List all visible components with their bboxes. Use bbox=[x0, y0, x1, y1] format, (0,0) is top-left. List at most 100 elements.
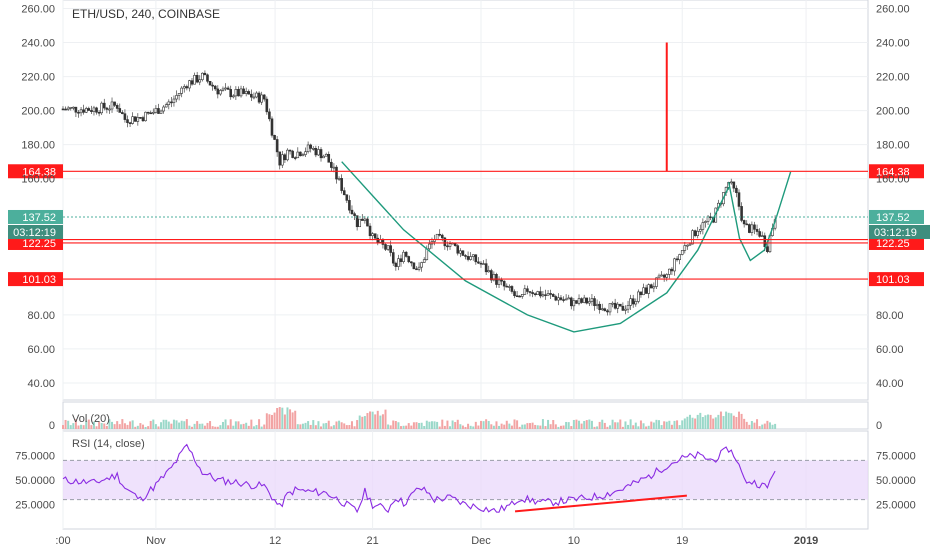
x-tick-label: 2019 bbox=[794, 535, 818, 547]
volume-bar bbox=[74, 419, 77, 429]
candle-body bbox=[698, 229, 702, 232]
candle-body bbox=[446, 245, 449, 248]
volume-bar bbox=[774, 423, 777, 429]
candle-body bbox=[177, 93, 181, 96]
candle-body bbox=[484, 263, 488, 273]
volume-bar bbox=[554, 424, 557, 429]
grid-lines bbox=[62, 0, 868, 529]
volume-bar bbox=[103, 423, 106, 429]
candle-body bbox=[265, 98, 269, 113]
candle-body bbox=[662, 274, 666, 278]
candle-body bbox=[456, 245, 460, 254]
candle-body bbox=[619, 303, 622, 307]
volume-bar bbox=[180, 420, 183, 429]
volume-bar bbox=[624, 421, 627, 429]
candle-body bbox=[154, 108, 158, 113]
volume-bar bbox=[62, 425, 64, 429]
level-label-right: 101.03 bbox=[876, 274, 910, 286]
volume-bar bbox=[593, 426, 596, 429]
volume-bar bbox=[105, 425, 108, 429]
volume-bar bbox=[410, 425, 413, 429]
volume-bar bbox=[343, 423, 346, 429]
candle-body bbox=[471, 254, 475, 257]
volume-bar bbox=[611, 419, 614, 429]
volume-bar bbox=[116, 421, 119, 429]
volume-bar bbox=[469, 425, 472, 429]
candle-body bbox=[61, 108, 65, 111]
volume-bar bbox=[242, 423, 245, 429]
volume-bar bbox=[482, 421, 485, 429]
candle-body bbox=[121, 112, 124, 115]
candle-body bbox=[533, 293, 537, 296]
candle-body bbox=[595, 303, 599, 307]
volume-bar bbox=[634, 422, 637, 429]
volume-bar bbox=[296, 424, 299, 429]
candle-body bbox=[66, 107, 70, 110]
candle-body bbox=[128, 122, 132, 124]
volume-bar bbox=[170, 423, 173, 429]
volume-bar bbox=[111, 421, 114, 429]
volume-bar bbox=[691, 417, 694, 429]
y-tick-label-right: 40.00 bbox=[876, 378, 904, 390]
candle-body bbox=[208, 80, 212, 86]
candle-body bbox=[82, 109, 85, 113]
candle-body bbox=[193, 75, 196, 85]
candle-body bbox=[319, 149, 323, 159]
candle-body bbox=[562, 299, 565, 301]
candle-body bbox=[278, 151, 282, 166]
candle-body bbox=[172, 98, 176, 103]
candle-body bbox=[330, 161, 333, 168]
candle-body bbox=[139, 117, 142, 119]
x-tick-label: 21 bbox=[366, 535, 378, 547]
volume-bar bbox=[503, 424, 506, 429]
volume-bar bbox=[299, 424, 302, 429]
volume-bar bbox=[559, 425, 562, 429]
candle-body bbox=[575, 300, 578, 304]
candle-body bbox=[531, 292, 534, 295]
volume-bar bbox=[771, 424, 774, 429]
volume-bar bbox=[642, 423, 645, 429]
volume-bar bbox=[490, 424, 493, 429]
volume-bar bbox=[621, 426, 624, 429]
candle-body bbox=[268, 111, 271, 120]
volume-bar bbox=[534, 424, 537, 429]
volume-bar bbox=[234, 421, 237, 429]
candle-body bbox=[598, 303, 601, 311]
candle-body bbox=[608, 303, 612, 313]
volume-bar bbox=[335, 421, 338, 429]
volume-bar bbox=[144, 426, 147, 429]
candle-body bbox=[299, 151, 302, 157]
y-tick-label-right: 80.00 bbox=[876, 310, 904, 322]
candle-body bbox=[317, 149, 320, 156]
candle-body bbox=[649, 284, 653, 289]
candle-body bbox=[102, 102, 106, 109]
volume-bar bbox=[645, 426, 648, 429]
candle-body bbox=[629, 298, 632, 306]
volume-bar bbox=[263, 424, 266, 429]
volume-bar bbox=[131, 420, 134, 429]
volume-bar bbox=[136, 425, 139, 429]
candle-body bbox=[281, 154, 284, 166]
candle-body bbox=[358, 218, 362, 228]
main-plot-frame bbox=[62, 0, 869, 401]
candle-body bbox=[216, 88, 220, 95]
volume-zero-right: 0 bbox=[876, 420, 882, 432]
volume-bar bbox=[498, 425, 501, 429]
candle-body bbox=[564, 298, 568, 301]
y-tick-label-right: 180.00 bbox=[876, 140, 910, 152]
candle-body bbox=[585, 297, 589, 304]
candle-body bbox=[740, 206, 743, 221]
volume-bar bbox=[678, 425, 681, 429]
volume-bar bbox=[766, 420, 769, 429]
countdown-label-right: 03:12:19 bbox=[874, 227, 917, 239]
candle-body bbox=[255, 92, 258, 98]
candle-body bbox=[213, 85, 217, 90]
candle-body bbox=[231, 95, 235, 98]
candle-body bbox=[461, 250, 465, 256]
candle-body bbox=[479, 262, 483, 265]
candle-body bbox=[410, 261, 413, 264]
volume-bar bbox=[449, 426, 452, 429]
volume-bar bbox=[763, 423, 766, 429]
volume-bar bbox=[371, 411, 374, 429]
candle-body bbox=[701, 222, 705, 230]
